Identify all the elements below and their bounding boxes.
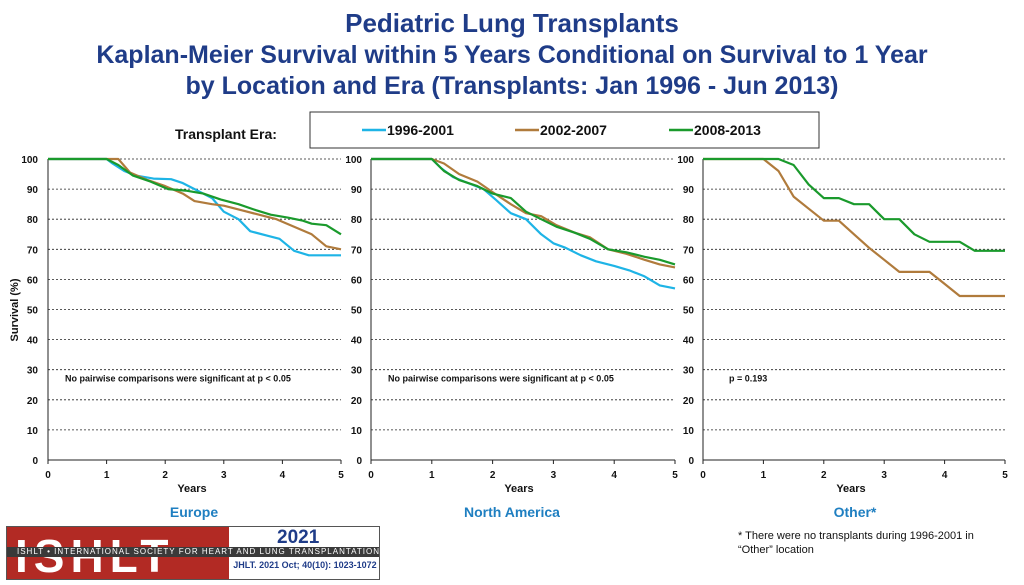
y-tick-label: 30 <box>351 366 363 377</box>
x-tick-label: 1 <box>761 470 767 481</box>
location-label: Other* <box>834 504 877 520</box>
x-tick-label: 0 <box>368 470 374 481</box>
y-tick-label: 20 <box>683 396 695 407</box>
y-tick-label: 0 <box>32 456 38 467</box>
x-tick-label: 2 <box>821 470 827 481</box>
legend-box <box>309 111 820 149</box>
y-tick-label: 100 <box>21 155 38 166</box>
x-tick-label: 1 <box>429 470 435 481</box>
organization-name: ISHLT • INTERNATIONAL SOCIETY FOR HEART … <box>7 547 379 557</box>
x-tick-label: 5 <box>1002 470 1008 481</box>
location-label: Europe <box>170 504 218 520</box>
legend-label: Transplant Era: <box>175 126 277 142</box>
subtitle-line-1: Kaplan-Meier Survival within 5 Years Con… <box>96 41 928 69</box>
series-line-2002-2007 <box>48 157 342 251</box>
y-tick-label: 70 <box>27 245 39 256</box>
y-tick-label: 40 <box>27 336 39 347</box>
y-tick-label: 30 <box>683 366 695 377</box>
chart-panel-2: 0 10 20 30 40 50 60 70 80 90 100 0 1 2 3 4 5 Years No pair… <box>345 155 678 520</box>
page-subtitle: Kaplan-Meier Survival within 5 Years Con… <box>0 40 1024 102</box>
legend-entry-2008-2013: 2008-2013 <box>694 122 761 138</box>
y-tick-label: 70 <box>351 245 363 256</box>
x-tick-label: 3 <box>551 470 557 481</box>
x-axis-title: Years <box>836 483 865 495</box>
y-tick-label: 20 <box>351 396 363 407</box>
y-tick-label: 100 <box>677 155 694 166</box>
y-tick-label: 80 <box>683 215 695 226</box>
significance-annotation: No pairwise comparisons were significant… <box>65 374 291 384</box>
y-tick-label: 0 <box>356 456 362 467</box>
series-line-2002-2007 <box>371 157 676 269</box>
x-axis-title: Years <box>177 483 206 495</box>
y-tick-label: 90 <box>351 185 363 196</box>
y-tick-label: 40 <box>683 336 695 347</box>
y-tick-label: 10 <box>27 426 39 437</box>
location-label: North America <box>464 504 560 520</box>
x-tick-label: 4 <box>942 470 948 481</box>
citation: JHLT. 2021 Oct; 40(10): 1023-1072 <box>233 560 377 570</box>
chart-panel-1: 0 10 20 30 40 50 60 70 80 90 100 0 1 2 3 4 5 Years No pair… <box>21 155 344 520</box>
significance-annotation: No pairwise comparisons were significant… <box>388 374 614 384</box>
x-tick-label: 4 <box>611 470 617 481</box>
y-tick-label: 30 <box>27 366 39 377</box>
chart-panel-3: 0 10 20 30 40 50 60 70 80 90 100 0 1 2 3 4 5 Years p = 0.1… <box>677 155 1008 520</box>
y-tick-label: 10 <box>683 426 695 437</box>
legend-entry-1996-2001: 1996-2001 <box>387 122 454 138</box>
y-axis-title: Survival (%) <box>9 278 21 341</box>
x-tick-label: 1 <box>104 470 110 481</box>
y-tick-label: 90 <box>27 185 39 196</box>
ishlt-footer: ISHLT ISHLT • INTERNATIONAL SOCIETY FOR … <box>6 526 380 580</box>
x-tick-label: 3 <box>881 470 887 481</box>
series-line-1996-2001 <box>371 157 676 290</box>
subtitle-line-2: by Location and Era (Transplants: Jan 19… <box>185 72 839 100</box>
x-tick-label: 5 <box>338 470 344 481</box>
y-tick-label: 70 <box>683 245 695 256</box>
y-tick-label: 80 <box>27 215 39 226</box>
series-line-1996-2001 <box>48 157 341 257</box>
y-tick-label: 50 <box>27 306 39 317</box>
x-axis-title: Years <box>504 483 533 495</box>
footnote: * There were no transplants during 1996-… <box>738 530 974 556</box>
y-tick-label: 40 <box>351 336 363 347</box>
significance-annotation: p = 0.193 <box>729 374 767 384</box>
x-tick-label: 0 <box>45 470 51 481</box>
series-line-2008-2013 <box>371 157 676 266</box>
y-tick-label: 90 <box>683 185 695 196</box>
y-tick-label: 10 <box>351 426 363 437</box>
y-tick-label: 20 <box>27 396 39 407</box>
series-line-2008-2013 <box>703 157 1005 252</box>
x-tick-label: 2 <box>162 470 168 481</box>
y-tick-label: 0 <box>688 456 694 467</box>
page-title: Pediatric Lung Transplants <box>345 8 679 38</box>
y-tick-label: 80 <box>351 215 363 226</box>
y-tick-label: 50 <box>683 306 695 317</box>
report-year: 2021 <box>277 527 320 548</box>
legend-entry-2002-2007: 2002-2007 <box>540 122 607 138</box>
y-tick-label: 100 <box>345 155 362 166</box>
x-tick-label: 0 <box>700 470 706 481</box>
x-tick-label: 5 <box>672 470 678 481</box>
series-line-2008-2013 <box>48 157 342 236</box>
y-tick-label: 50 <box>351 306 363 317</box>
x-tick-label: 4 <box>280 470 286 481</box>
y-tick-label: 60 <box>27 275 39 286</box>
x-tick-label: 3 <box>221 470 227 481</box>
series-line-2002-2007 <box>703 157 1005 298</box>
y-tick-label: 60 <box>683 275 695 286</box>
x-tick-label: 2 <box>490 470 496 481</box>
y-tick-label: 60 <box>351 275 363 286</box>
